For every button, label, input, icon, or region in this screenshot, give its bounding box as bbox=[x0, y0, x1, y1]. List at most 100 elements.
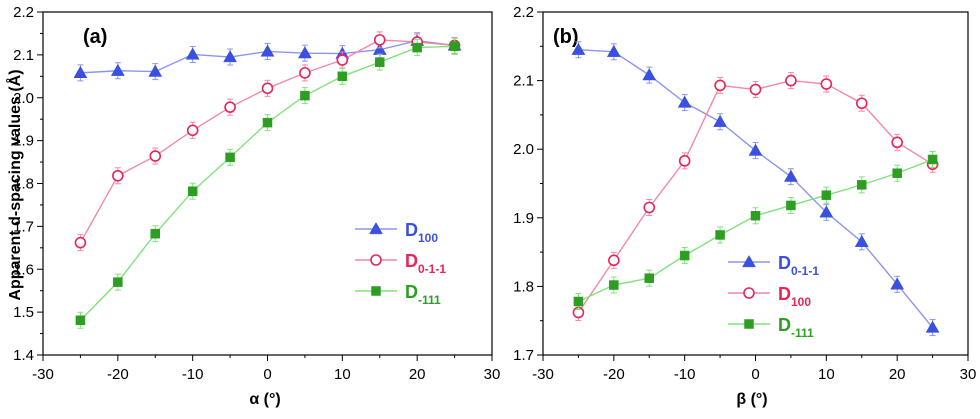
legend-entry: D0-1-1 bbox=[405, 251, 446, 276]
y-tick-label: 2.2 bbox=[13, 4, 34, 21]
data-point bbox=[644, 273, 654, 283]
y-tick-label: 1.6 bbox=[13, 261, 34, 278]
data-point bbox=[224, 101, 236, 113]
legend-marker bbox=[742, 254, 756, 268]
data-point bbox=[750, 210, 761, 221]
y-tick-label: 2.1 bbox=[513, 73, 534, 90]
data-point bbox=[73, 65, 88, 79]
data-point bbox=[821, 190, 832, 200]
x-tick-label: 0 bbox=[263, 366, 271, 383]
panel-label: (a) bbox=[83, 26, 107, 48]
panel-label: (b) bbox=[553, 26, 579, 48]
y-tick-label: 1.7 bbox=[13, 218, 34, 235]
data-point bbox=[783, 169, 798, 182]
chart-panel-1: -30 -20 -10 0 10 20 30 1.4 1.5 1.6 1.7 1.8 1.9 2.0 2.1… bbox=[13, 4, 500, 408]
data-point bbox=[677, 95, 692, 108]
legend-entry-subscript: -111 bbox=[791, 326, 814, 340]
x-tick-label: -10 bbox=[182, 366, 204, 383]
data-point bbox=[785, 74, 797, 87]
legend-entry: D-111 bbox=[778, 315, 814, 340]
data-point bbox=[748, 143, 763, 156]
x-tick-label: 30 bbox=[484, 366, 501, 383]
data-point bbox=[373, 34, 386, 46]
data-point bbox=[749, 83, 762, 96]
data-point bbox=[714, 79, 726, 92]
x-axis-label: β (°) bbox=[736, 391, 767, 408]
legend-entry-subscript: 100 bbox=[418, 231, 438, 245]
legend-entry-main: D bbox=[778, 284, 791, 304]
data-point bbox=[892, 168, 902, 178]
y-tick-label: 1.7 bbox=[513, 347, 534, 364]
data-point bbox=[150, 228, 160, 239]
data-point bbox=[186, 124, 199, 137]
data-point bbox=[297, 46, 312, 59]
data-point bbox=[112, 169, 124, 182]
x-tick-label: -30 bbox=[532, 366, 554, 383]
x-tick-label: 20 bbox=[409, 366, 426, 383]
legend-entry-subscript: -111 bbox=[418, 293, 441, 307]
legend-entry-main: D bbox=[778, 253, 791, 273]
series-3 bbox=[75, 37, 460, 329]
data-point bbox=[713, 114, 728, 127]
data-point bbox=[299, 67, 311, 79]
legend-marker bbox=[369, 221, 383, 235]
y-tick-label: 1.8 bbox=[13, 176, 34, 193]
y-tick-label: 2.0 bbox=[13, 90, 34, 107]
data-point bbox=[260, 44, 275, 57]
y-tick-label: 1.5 bbox=[13, 304, 34, 321]
data-point bbox=[606, 44, 621, 57]
data-point bbox=[187, 186, 198, 196]
x-tick-label: -10 bbox=[674, 366, 696, 383]
legend-entry-main: D bbox=[405, 220, 418, 240]
x-axis-label: α (°) bbox=[249, 391, 280, 408]
legend-entry-main: D bbox=[405, 282, 418, 302]
data-point bbox=[337, 71, 348, 82]
data-point bbox=[262, 117, 273, 128]
data-point bbox=[223, 50, 238, 63]
legend-entry-subscript: 0-1-1 bbox=[418, 262, 446, 276]
x-tick-label: 30 bbox=[960, 366, 977, 383]
data-point bbox=[891, 136, 903, 149]
y-tick-label: 1.4 bbox=[13, 347, 34, 364]
data-point bbox=[261, 82, 274, 95]
x-tick-label: 10 bbox=[334, 366, 351, 383]
data-point bbox=[925, 320, 940, 333]
legend-entry-subscript: 0-1-1 bbox=[791, 264, 819, 278]
y-tick-label: 1.9 bbox=[13, 133, 34, 150]
y-tick-label: 1.9 bbox=[513, 210, 534, 227]
y-tick-label: 2.1 bbox=[13, 47, 34, 64]
data-point bbox=[571, 42, 586, 55]
series-1 bbox=[571, 41, 940, 337]
data-point bbox=[820, 78, 833, 90]
data-point bbox=[110, 63, 125, 76]
data-point bbox=[336, 54, 349, 66]
data-point bbox=[927, 154, 938, 165]
data-point bbox=[113, 277, 123, 287]
data-point bbox=[819, 205, 834, 218]
chart-panel-2: -30 -20 -10 0 10 20 30 1.7 1.8 1.9 2.0 2.1 2.2 (b) β (… bbox=[513, 4, 976, 408]
data-point bbox=[608, 254, 620, 267]
data-point bbox=[375, 57, 385, 67]
legend-entry-subscript: 100 bbox=[791, 295, 811, 309]
legend-entry-main: D bbox=[405, 251, 418, 271]
data-point bbox=[75, 315, 86, 326]
data-point bbox=[300, 90, 310, 101]
data-point bbox=[642, 68, 657, 81]
legend-entry: D-111 bbox=[405, 282, 441, 307]
legend-entry: D100 bbox=[405, 220, 438, 245]
data-point bbox=[449, 41, 460, 52]
series-3 bbox=[573, 150, 938, 310]
data-point bbox=[148, 64, 163, 77]
x-tick-label: 0 bbox=[751, 366, 759, 383]
data-point bbox=[857, 180, 867, 190]
data-point bbox=[786, 200, 796, 211]
data-point bbox=[854, 234, 869, 247]
data-point bbox=[412, 42, 422, 53]
data-point bbox=[715, 230, 725, 240]
data-point bbox=[890, 277, 905, 290]
legend-entry: D0-1-1 bbox=[778, 253, 819, 278]
